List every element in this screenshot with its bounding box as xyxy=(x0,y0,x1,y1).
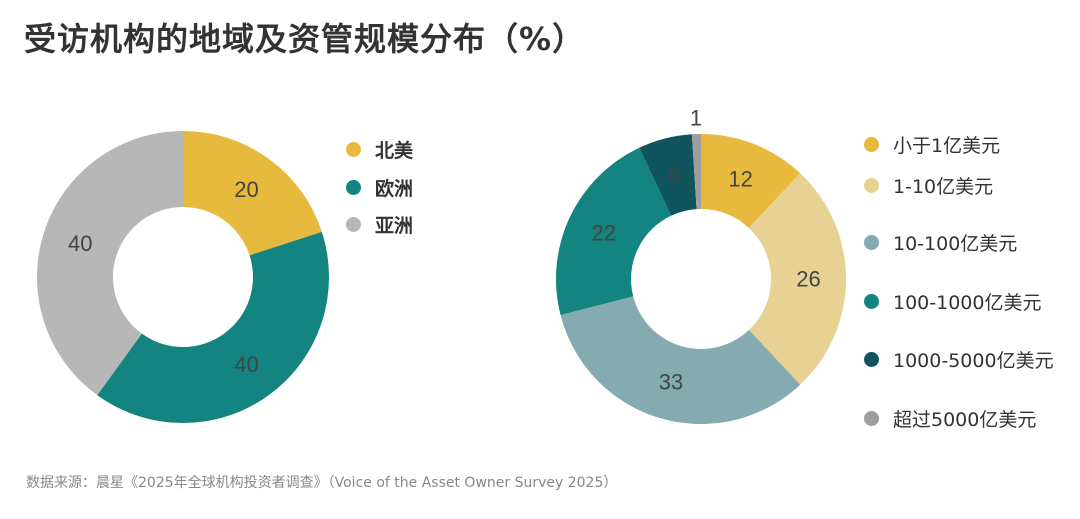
legend-label: 小于1亿美元 xyxy=(893,135,1001,157)
donut-slice-2 xyxy=(748,173,847,385)
legend-item: 10-100亿美元 xyxy=(864,229,1017,256)
donut-slice-1 xyxy=(701,134,801,228)
donut-slice-4 xyxy=(556,147,672,316)
legend-label: 超过5000亿美元 xyxy=(893,409,1037,431)
legend-label: 1000-5000亿美元 xyxy=(893,350,1054,372)
slice-value-label: 40 xyxy=(234,352,258,377)
legend-swatch xyxy=(864,294,879,309)
legend-item: 北美 xyxy=(346,136,413,163)
slice-value-label: 26 xyxy=(796,267,820,292)
donut-chart-aum: 12 26 33 22 6 1 xyxy=(556,106,847,425)
slice-value-label: 22 xyxy=(591,221,615,246)
legend-swatch xyxy=(864,235,879,250)
slice-value-label: 20 xyxy=(234,177,258,202)
legend-item: 亚洲 xyxy=(346,211,413,238)
legend-item: 1000-5000亿美元 xyxy=(864,346,1054,373)
slice-value-label: 1 xyxy=(690,106,702,131)
legend-swatch xyxy=(864,178,879,193)
donut-slice-5 xyxy=(639,134,697,216)
slice-value-label: 40 xyxy=(68,231,92,256)
legend-label: 1-10亿美元 xyxy=(893,176,994,198)
legend-swatch xyxy=(346,142,361,157)
legend-swatch xyxy=(346,180,361,195)
donut-slice-3 xyxy=(560,296,801,425)
legend-label: 欧洲 xyxy=(375,178,414,200)
slice-value-label: 33 xyxy=(659,370,683,395)
donut-slice-1 xyxy=(183,131,322,256)
legend-swatch xyxy=(864,352,879,367)
legend-item: 超过5000亿美元 xyxy=(864,405,1036,432)
source-note: 数据来源：晨星《2025年全球机构投资者调查》（Voice of the Ass… xyxy=(26,475,618,491)
donut-slice-3 xyxy=(36,131,183,396)
slice-value-label: 12 xyxy=(728,167,752,192)
legend-swatch xyxy=(864,137,879,152)
legend-item: 1-10亿美元 xyxy=(864,172,993,199)
legend-item: 100-1000亿美元 xyxy=(864,288,1041,315)
donut-slice-6 xyxy=(691,134,701,210)
legend-swatch xyxy=(346,217,361,232)
legend-item: 欧洲 xyxy=(346,174,413,201)
donut-chart-region: 20 40 40 xyxy=(36,131,329,424)
legend-item: 小于1亿美元 xyxy=(864,131,1000,158)
donut-slice-2 xyxy=(97,231,329,424)
slice-value-label: 6 xyxy=(668,162,680,187)
chart-title: 受访机构的地域及资管规模分布（%） xyxy=(24,20,586,58)
legend-label: 100-1000亿美元 xyxy=(893,292,1042,314)
legend-swatch xyxy=(864,411,879,426)
legend-label: 亚洲 xyxy=(375,215,414,237)
legend-label: 10-100亿美元 xyxy=(893,233,1018,255)
legend-label: 北美 xyxy=(375,140,414,162)
